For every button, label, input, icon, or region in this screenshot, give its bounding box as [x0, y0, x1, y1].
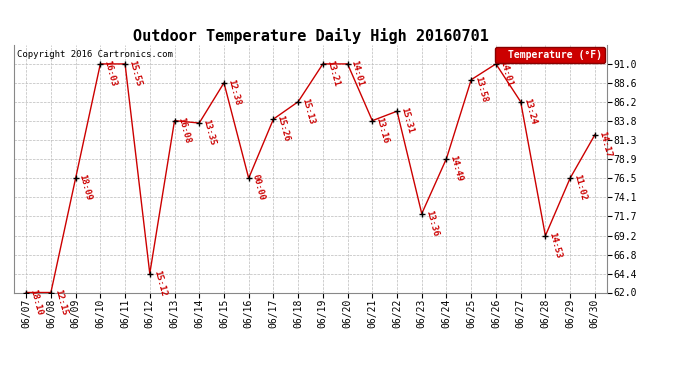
Text: 13:16: 13:16 — [374, 116, 390, 144]
Text: 18:10: 18:10 — [28, 288, 43, 316]
Text: 13:35: 13:35 — [201, 118, 217, 147]
Text: 14:01: 14:01 — [498, 59, 513, 87]
Text: 15:55: 15:55 — [127, 59, 143, 87]
Text: 15:26: 15:26 — [275, 114, 291, 142]
Legend: Temperature (°F): Temperature (°F) — [495, 47, 605, 63]
Text: 15:31: 15:31 — [399, 106, 415, 135]
Text: 14:49: 14:49 — [448, 154, 464, 182]
Text: 13:58: 13:58 — [473, 75, 489, 103]
Text: 13:21: 13:21 — [325, 59, 340, 87]
Text: 18:09: 18:09 — [77, 174, 93, 202]
Text: 12:38: 12:38 — [226, 78, 241, 106]
Text: 14:17: 14:17 — [597, 130, 613, 159]
Text: 12:15: 12:15 — [53, 288, 68, 316]
Text: 14:01: 14:01 — [350, 59, 365, 87]
Text: 14:53: 14:53 — [547, 231, 563, 260]
Text: 15:12: 15:12 — [152, 269, 168, 297]
Text: 11:02: 11:02 — [572, 174, 588, 202]
Title: Outdoor Temperature Daily High 20160701: Outdoor Temperature Daily High 20160701 — [132, 28, 489, 44]
Text: 13:24: 13:24 — [522, 97, 538, 125]
Text: 00:00: 00:00 — [250, 174, 266, 202]
Text: 16:08: 16:08 — [177, 116, 192, 144]
Text: Copyright 2016 Cartronics.com: Copyright 2016 Cartronics.com — [17, 50, 172, 59]
Text: 15:13: 15:13 — [300, 97, 316, 125]
Text: 13:36: 13:36 — [424, 209, 440, 237]
Text: 16:03: 16:03 — [102, 59, 118, 87]
